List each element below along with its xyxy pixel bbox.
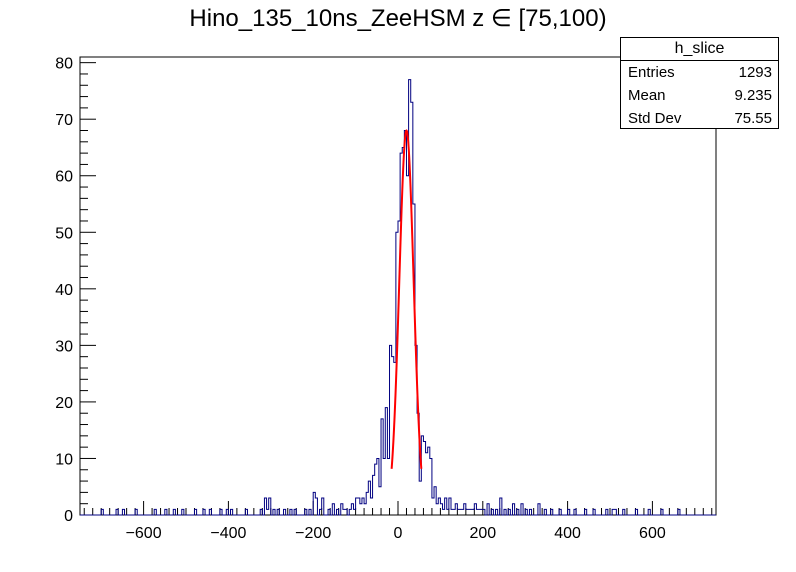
- y-tick-label: 50: [55, 225, 73, 242]
- x-tick-label: 0: [394, 525, 403, 542]
- fit-curve: [390, 129, 423, 469]
- histogram-step-line: [80, 79, 716, 516]
- y-tick-label: 40: [55, 282, 73, 299]
- x-tick-label: −200: [295, 525, 331, 542]
- y-tick-label: 30: [55, 338, 73, 355]
- stats-label: Mean: [628, 87, 666, 104]
- stats-value: 9.235: [734, 87, 772, 104]
- y-tick-label: 10: [55, 451, 73, 468]
- chart-title: Hino_135_10ns_ZeeHSM z ∈ [75,100): [189, 5, 607, 32]
- stats-row-entries: Entries 1293: [621, 61, 778, 84]
- stats-row-stddev: Std Dev 75.55: [621, 107, 778, 130]
- stats-value: 1293: [738, 64, 772, 81]
- y-tick-label: 0: [64, 508, 73, 525]
- stats-label: Entries: [628, 64, 675, 81]
- y-tick-label: 70: [55, 112, 73, 129]
- x-tick-label: 600: [639, 525, 666, 542]
- gaussian-fit: [390, 129, 423, 469]
- stats-label: Std Dev: [628, 110, 682, 127]
- plot-frame: [79, 56, 717, 516]
- stats-value: 75.55: [734, 110, 772, 127]
- x-tick-label: 200: [469, 525, 496, 542]
- x-tick-label: −400: [210, 525, 246, 542]
- y-tick-label: 60: [55, 169, 73, 186]
- y-tick-label: 20: [55, 395, 73, 412]
- x-tick-label: 400: [554, 525, 581, 542]
- x-tick-label: −600: [126, 525, 162, 542]
- stats-box: h_slice Entries 1293 Mean 9.235 Std Dev …: [620, 37, 779, 129]
- histogram-outline: [80, 79, 716, 516]
- stats-row-mean: Mean 9.235: [621, 84, 778, 107]
- y-tick-label: 80: [55, 56, 73, 73]
- stats-box-name: h_slice: [621, 38, 778, 61]
